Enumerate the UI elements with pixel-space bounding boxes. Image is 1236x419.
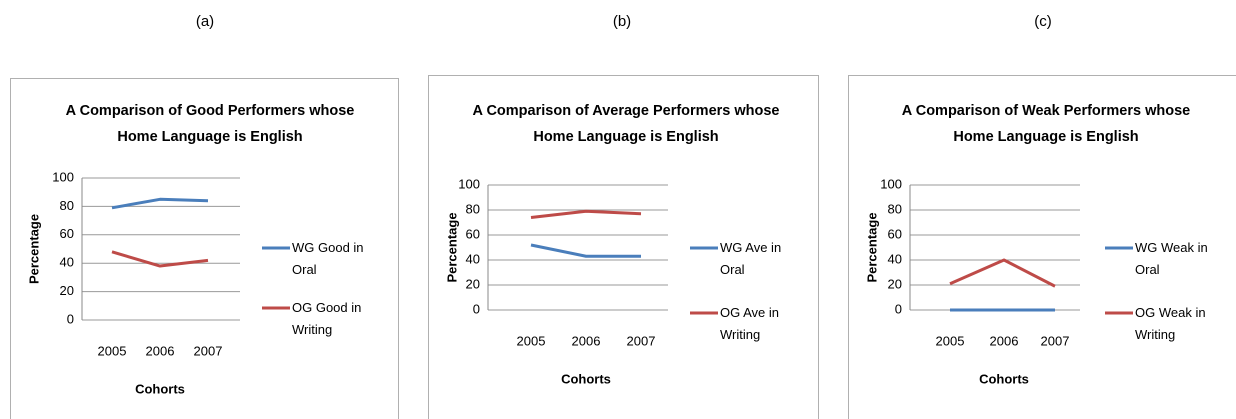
line-series [949,258,1056,288]
y-tick-label: 100 [880,176,902,191]
y-axis-title: Percentage [26,214,41,284]
legend-label: OG Ave in Writing [720,305,780,342]
chart-title: A Comparison of Weak Performers whose Ho… [901,103,1191,145]
x-tick-label: 2006 [146,343,175,358]
panel-label: (c) [1034,13,1052,30]
x-axis-title: Cohorts [135,381,185,396]
y-tick-label: 100 [458,176,480,191]
x-tick-label: 2007 [194,343,223,358]
x-axis-title: Cohorts [561,371,611,386]
panel-label: (b) [613,13,631,30]
chart-title: A Comparison of Average Performers whose… [472,103,780,145]
y-tick-label: 80 [60,198,74,213]
x-tick-label: 2007 [627,333,656,348]
y-tick-label: 80 [888,201,902,216]
x-tick-label: 2007 [1041,333,1070,348]
line-series [111,250,209,268]
x-tick-label: 2005 [98,343,127,358]
legend-label: WG Weak in Oral [1135,240,1208,277]
y-tick-label: 60 [466,226,480,241]
y-tick-label: 100 [52,169,74,184]
y-tick-label: 20 [60,283,74,298]
y-tick-label: 80 [466,201,480,216]
legend-label: OG Good in Writing [292,300,362,337]
legend-label: WG Good in Oral [292,240,364,277]
line-series [530,209,642,219]
y-tick-label: 0 [473,301,480,316]
panel-label: (a) [196,13,214,30]
legend-label: WG Ave in Oral [720,240,782,277]
y-tick-label: 40 [466,251,480,266]
line-series [111,197,209,210]
y-tick-label: 0 [895,301,902,316]
x-tick-label: 2006 [990,333,1019,348]
chart-title: A Comparison of Good Performers whose Ho… [65,103,355,145]
y-axis-title: Percentage [444,212,459,282]
legend-label: OG Weak in Writing [1135,305,1206,342]
y-tick-label: 20 [466,276,480,291]
y-tick-label: 60 [60,226,74,241]
y-tick-label: 40 [60,255,74,270]
x-tick-label: 2005 [936,333,965,348]
y-tick-label: 40 [888,251,902,266]
x-tick-label: 2005 [517,333,546,348]
chart-border [848,75,1236,419]
x-axis-title: Cohorts [979,371,1029,386]
y-axis-title: Percentage [864,212,879,282]
y-tick-label: 20 [888,276,902,291]
chart-border [10,78,399,419]
y-tick-label: 0 [67,311,74,326]
chart-border [428,75,819,419]
y-tick-label: 60 [888,226,902,241]
line-series [530,243,641,258]
x-tick-label: 2006 [572,333,601,348]
